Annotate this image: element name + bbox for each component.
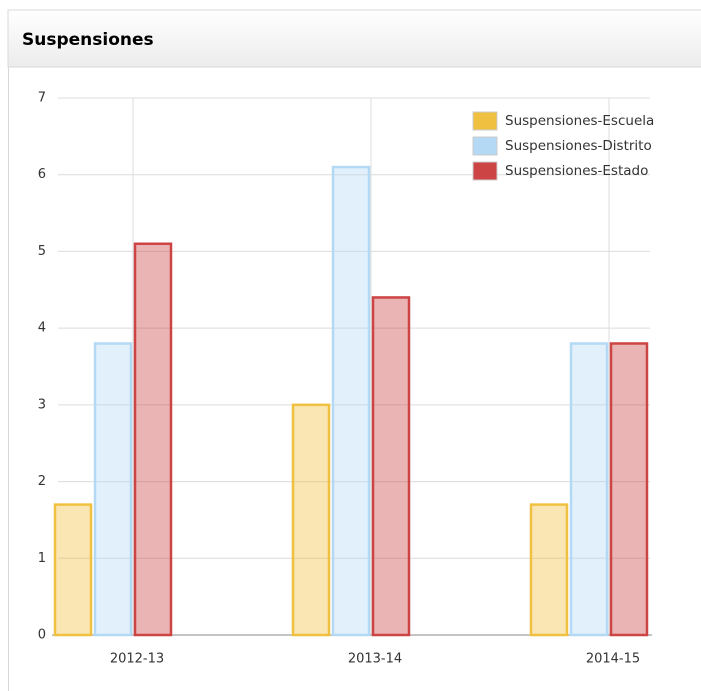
x-tick-label: 2013-14 <box>348 652 402 667</box>
bar <box>609 342 649 637</box>
x-tick-label: 2014-15 <box>586 652 640 667</box>
bar <box>569 342 609 637</box>
bar <box>529 503 569 637</box>
y-tick-label: 5 <box>38 244 46 259</box>
y-tick-label: 3 <box>38 397 46 412</box>
panel-header <box>7 9 701 68</box>
y-tick-label: 0 <box>38 628 46 643</box>
y-tick-label: 2 <box>38 474 46 489</box>
chart-title: Suspensiones <box>22 30 154 50</box>
bar <box>93 342 133 637</box>
legend-swatch <box>472 136 498 156</box>
legend-label: Suspensiones-Escuela <box>505 113 654 129</box>
bar <box>331 165 371 637</box>
bar <box>291 403 331 637</box>
y-tick-label: 6 <box>38 167 46 182</box>
bar <box>371 296 411 637</box>
legend-label: Suspensiones-Estado <box>505 163 648 179</box>
bar <box>53 503 93 637</box>
y-tick-label: 7 <box>38 91 46 106</box>
x-tick-label: 2012-13 <box>110 652 164 667</box>
y-tick-label: 1 <box>38 551 46 566</box>
legend-swatch <box>472 111 498 131</box>
bar <box>133 242 173 637</box>
legend-swatch <box>472 161 498 181</box>
y-tick-label: 4 <box>38 321 46 336</box>
legend-label: Suspensiones-Distrito <box>505 138 652 154</box>
